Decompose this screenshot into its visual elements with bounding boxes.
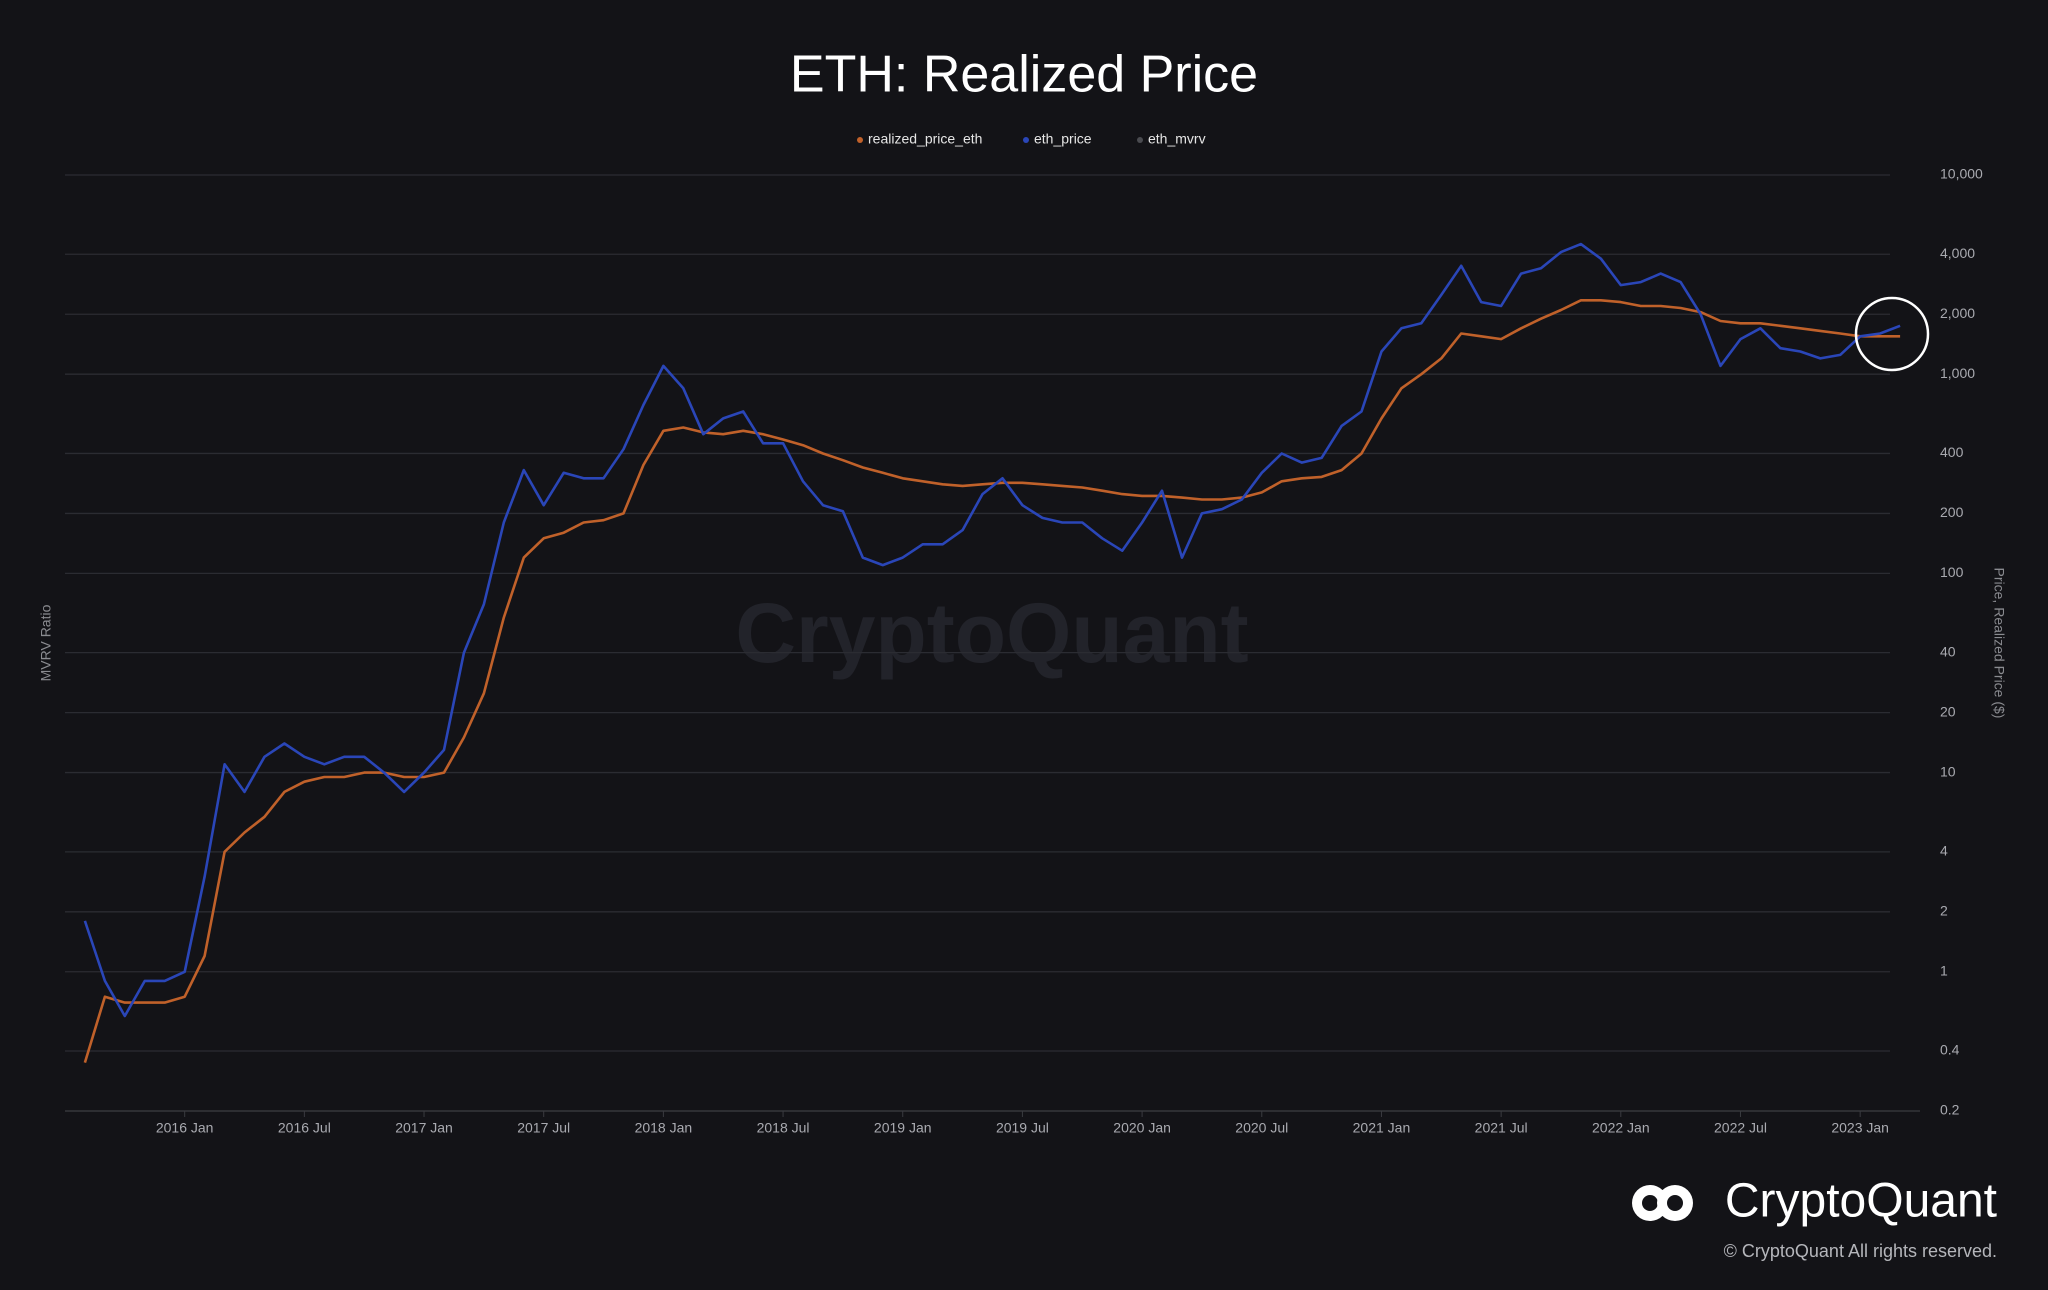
- logo-mark: [1642, 1195, 1658, 1211]
- x-tick-label: 2020 Jan: [1113, 1120, 1171, 1136]
- x-tick-label: 2020 Jul: [1235, 1120, 1288, 1136]
- x-tick-label: 2019 Jul: [996, 1120, 1049, 1136]
- y-tick-label: 1: [1940, 962, 1948, 978]
- watermark: CryptoQuant: [735, 586, 1248, 680]
- brand-logo: [1632, 1185, 1693, 1221]
- legend-marker: [1137, 137, 1143, 143]
- legend-marker: [857, 137, 863, 143]
- legend-label: realized_price_eth: [868, 131, 982, 147]
- x-tick-label: 2016 Jan: [156, 1120, 214, 1136]
- y-tick-label: 10: [1940, 763, 1956, 779]
- y-tick-label: 2: [1940, 903, 1948, 919]
- y-tick-label: 1,000: [1940, 365, 1975, 381]
- y-tick-label: 4: [1940, 843, 1948, 859]
- y2-axis-title: MVRV Ratio: [38, 604, 54, 681]
- y-tick-label: 20: [1940, 703, 1956, 719]
- x-tick-label: 2022 Jan: [1592, 1120, 1650, 1136]
- series-line: [83, 299, 1901, 1063]
- y-tick-label: 100: [1940, 564, 1964, 580]
- plot-area: 10,000 4,000 2,000 1,000 400 200 100 40 20 10 4 2 1 0…: [65, 131, 1983, 1136]
- legend-label: eth_mvrv: [1148, 131, 1206, 147]
- x-tick-label: 2016 Jul: [278, 1120, 331, 1136]
- x-tick-label: 2017 Jan: [395, 1120, 453, 1136]
- logo-mark: [1667, 1195, 1683, 1211]
- y-tick-label: 2,000: [1940, 305, 1975, 321]
- y-tick-label: 0.2: [1940, 1102, 1960, 1118]
- y-tick-label: 400: [1940, 444, 1964, 460]
- x-tick-label: 2017 Jul: [517, 1120, 570, 1136]
- x-tick-label: 2023 Jan: [1831, 1120, 1889, 1136]
- x-tick-label: 2021 Jul: [1475, 1120, 1528, 1136]
- y-tick-label: 10,000: [1940, 166, 1983, 182]
- copyright: © CryptoQuant All rights reserved.: [1724, 1241, 1997, 1261]
- x-tick-label: 2021 Jan: [1353, 1120, 1411, 1136]
- y-tick-label: 0.4: [1940, 1042, 1960, 1058]
- x-tick-label: 2018 Jan: [635, 1120, 693, 1136]
- legend-marker: [1023, 137, 1029, 143]
- brand-name: CryptoQuant: [1725, 1175, 1997, 1228]
- x-tick-label: 2019 Jan: [874, 1120, 932, 1136]
- y-tick-label: 4,000: [1940, 245, 1975, 261]
- highlight-circle: [1854, 296, 1930, 372]
- y-tick-label: 200: [1940, 504, 1964, 520]
- chart-title: ETH: Realized Price: [790, 46, 1258, 104]
- x-tick-label: 2018 Jul: [757, 1120, 810, 1136]
- series-line: [83, 242, 1901, 1018]
- y-tick-label: 40: [1940, 643, 1956, 659]
- x-tick-label: 2022 Jul: [1714, 1120, 1767, 1136]
- legend-label: eth_price: [1034, 131, 1092, 147]
- y-axis-title: Price, Realized Price ($): [1991, 568, 2007, 719]
